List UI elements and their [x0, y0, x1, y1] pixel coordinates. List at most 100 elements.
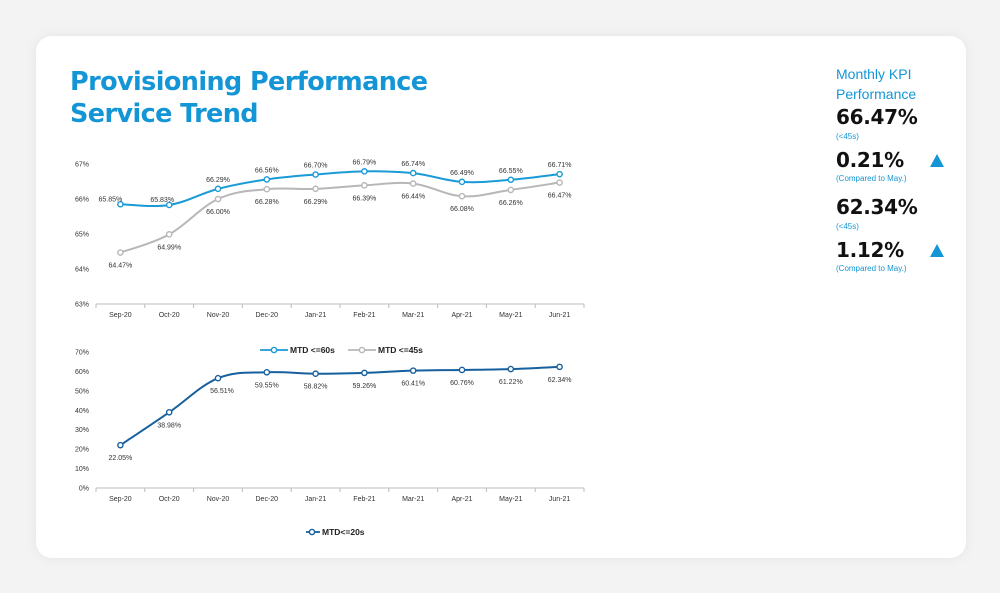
data-label: 66.39%	[353, 195, 377, 202]
kpi-heading: Monthly KPI Performance	[836, 66, 917, 102]
x-tick-label: Feb-21	[353, 496, 375, 503]
kpi-panel: Monthly KPI Performance 66.47% (<45s) 0.…	[836, 64, 966, 274]
data-label: 66.00%	[206, 209, 230, 216]
series-line	[119, 365, 560, 446]
x-tick-label: Mar-21	[402, 496, 424, 503]
up-arrow-icon	[929, 244, 944, 257]
x-tick-label: Apr-21	[451, 312, 472, 319]
data-point	[263, 185, 271, 193]
series-line	[120, 170, 560, 208]
data-label: 61.22%	[499, 379, 523, 386]
kpi-sub: (Compared to May.)	[836, 174, 907, 183]
x-tick-label: Sep-20	[109, 312, 132, 319]
y-tick-label: 10%	[75, 466, 89, 473]
legend-marker	[358, 346, 366, 354]
y-tick-label: 0%	[79, 486, 89, 493]
x-tick-label: Jan-21	[305, 312, 327, 319]
data-point	[361, 168, 368, 175]
legend-label: MTD <=45s	[378, 345, 423, 355]
legend-label: MTD<=20s	[322, 527, 365, 537]
data-label: 66.44%	[401, 194, 425, 201]
y-tick-label: 20%	[75, 447, 89, 454]
x-tick-label: Nov-20	[207, 312, 230, 319]
data-label: 66.47%	[548, 193, 572, 200]
data-label: 62.34%	[548, 377, 572, 384]
page-title: Provisioning Performance Service Trend	[70, 66, 490, 130]
data-point	[507, 365, 515, 373]
data-label: 66.29%	[206, 177, 230, 184]
data-point	[458, 178, 466, 186]
kpi-value: 62.34%	[836, 195, 918, 219]
data-label: 66.55%	[499, 168, 523, 175]
legend-marker	[308, 528, 316, 536]
x-tick-label: Jun-21	[549, 312, 571, 319]
kpi-sub: (<45s)	[836, 222, 859, 231]
data-label: 64.99%	[157, 244, 181, 251]
x-tick-label: May-21	[499, 312, 522, 319]
data-label: 66.79%	[353, 159, 377, 166]
data-point	[409, 367, 417, 374]
data-point	[312, 370, 319, 378]
kpi-sub: (<45s)	[836, 132, 859, 141]
x-tick-label: Mar-21	[402, 312, 424, 319]
data-point	[214, 185, 222, 193]
x-tick-label: Feb-21	[353, 312, 375, 319]
legend-marker	[270, 346, 278, 354]
data-point	[507, 176, 515, 184]
y-tick-label: 65%	[75, 232, 89, 239]
kpi-item-1: 66.47%	[836, 106, 966, 129]
data-label: 58.82%	[304, 384, 328, 391]
kpi-value: 1.12%	[836, 238, 904, 262]
data-point	[117, 200, 124, 208]
data-label: 60.41%	[401, 381, 425, 388]
data-label: 66.08%	[450, 206, 474, 213]
page-title-line1: Provisioning Performance	[70, 67, 428, 97]
y-tick-label: 30%	[75, 427, 89, 434]
data-label: 66.71%	[548, 162, 572, 169]
kpi-item-2: 0.21%	[836, 149, 966, 172]
x-tick-label: Jan-21	[305, 496, 327, 503]
data-label: 64.47%	[109, 263, 133, 270]
x-tick-label: Dec-20	[256, 312, 279, 319]
x-tick-label: Dec-20	[256, 496, 279, 503]
y-tick-label: 60%	[75, 369, 89, 376]
x-tick-label: Apr-21	[451, 496, 472, 503]
y-tick-label: 63%	[75, 302, 89, 309]
kpi-value: 0.21%	[836, 148, 904, 172]
data-point	[556, 170, 563, 178]
x-tick-label: Oct-20	[159, 312, 180, 319]
data-point	[214, 195, 222, 203]
y-tick-label: 66%	[75, 197, 89, 204]
data-label: 59.26%	[353, 383, 377, 390]
data-label: 66.29%	[304, 199, 328, 206]
data-point	[409, 169, 417, 177]
kpi-value: 66.47%	[836, 105, 918, 129]
legend-label: MTD <=60s	[290, 345, 335, 355]
data-label: 65.85%	[99, 196, 123, 203]
data-point	[312, 185, 319, 193]
y-tick-label: 70%	[75, 350, 89, 357]
data-point	[165, 201, 173, 209]
data-label: 38.98%	[157, 422, 181, 429]
page-title-line2: Service Trend	[70, 99, 259, 129]
y-tick-label: 50%	[75, 388, 89, 395]
data-point	[361, 369, 368, 377]
data-point	[409, 180, 417, 187]
x-tick-label: Jun-21	[549, 496, 571, 503]
data-label: 59.55%	[255, 382, 279, 389]
data-point	[117, 249, 124, 256]
data-point	[263, 176, 271, 183]
kpi-item-4: 1.12%	[836, 239, 966, 262]
x-tick-label: Oct-20	[159, 496, 180, 503]
data-point	[458, 192, 466, 200]
data-point	[361, 182, 368, 189]
data-label: 66.70%	[304, 163, 328, 170]
data-label: 66.28%	[255, 199, 279, 206]
y-tick-label: 64%	[75, 267, 89, 274]
x-tick-label: Sep-20	[109, 496, 132, 503]
data-label: 22.05%	[109, 455, 133, 462]
data-label: 60.76%	[450, 380, 474, 387]
data-point	[507, 186, 515, 194]
kpi-sub: (Compared to May.)	[836, 264, 907, 273]
